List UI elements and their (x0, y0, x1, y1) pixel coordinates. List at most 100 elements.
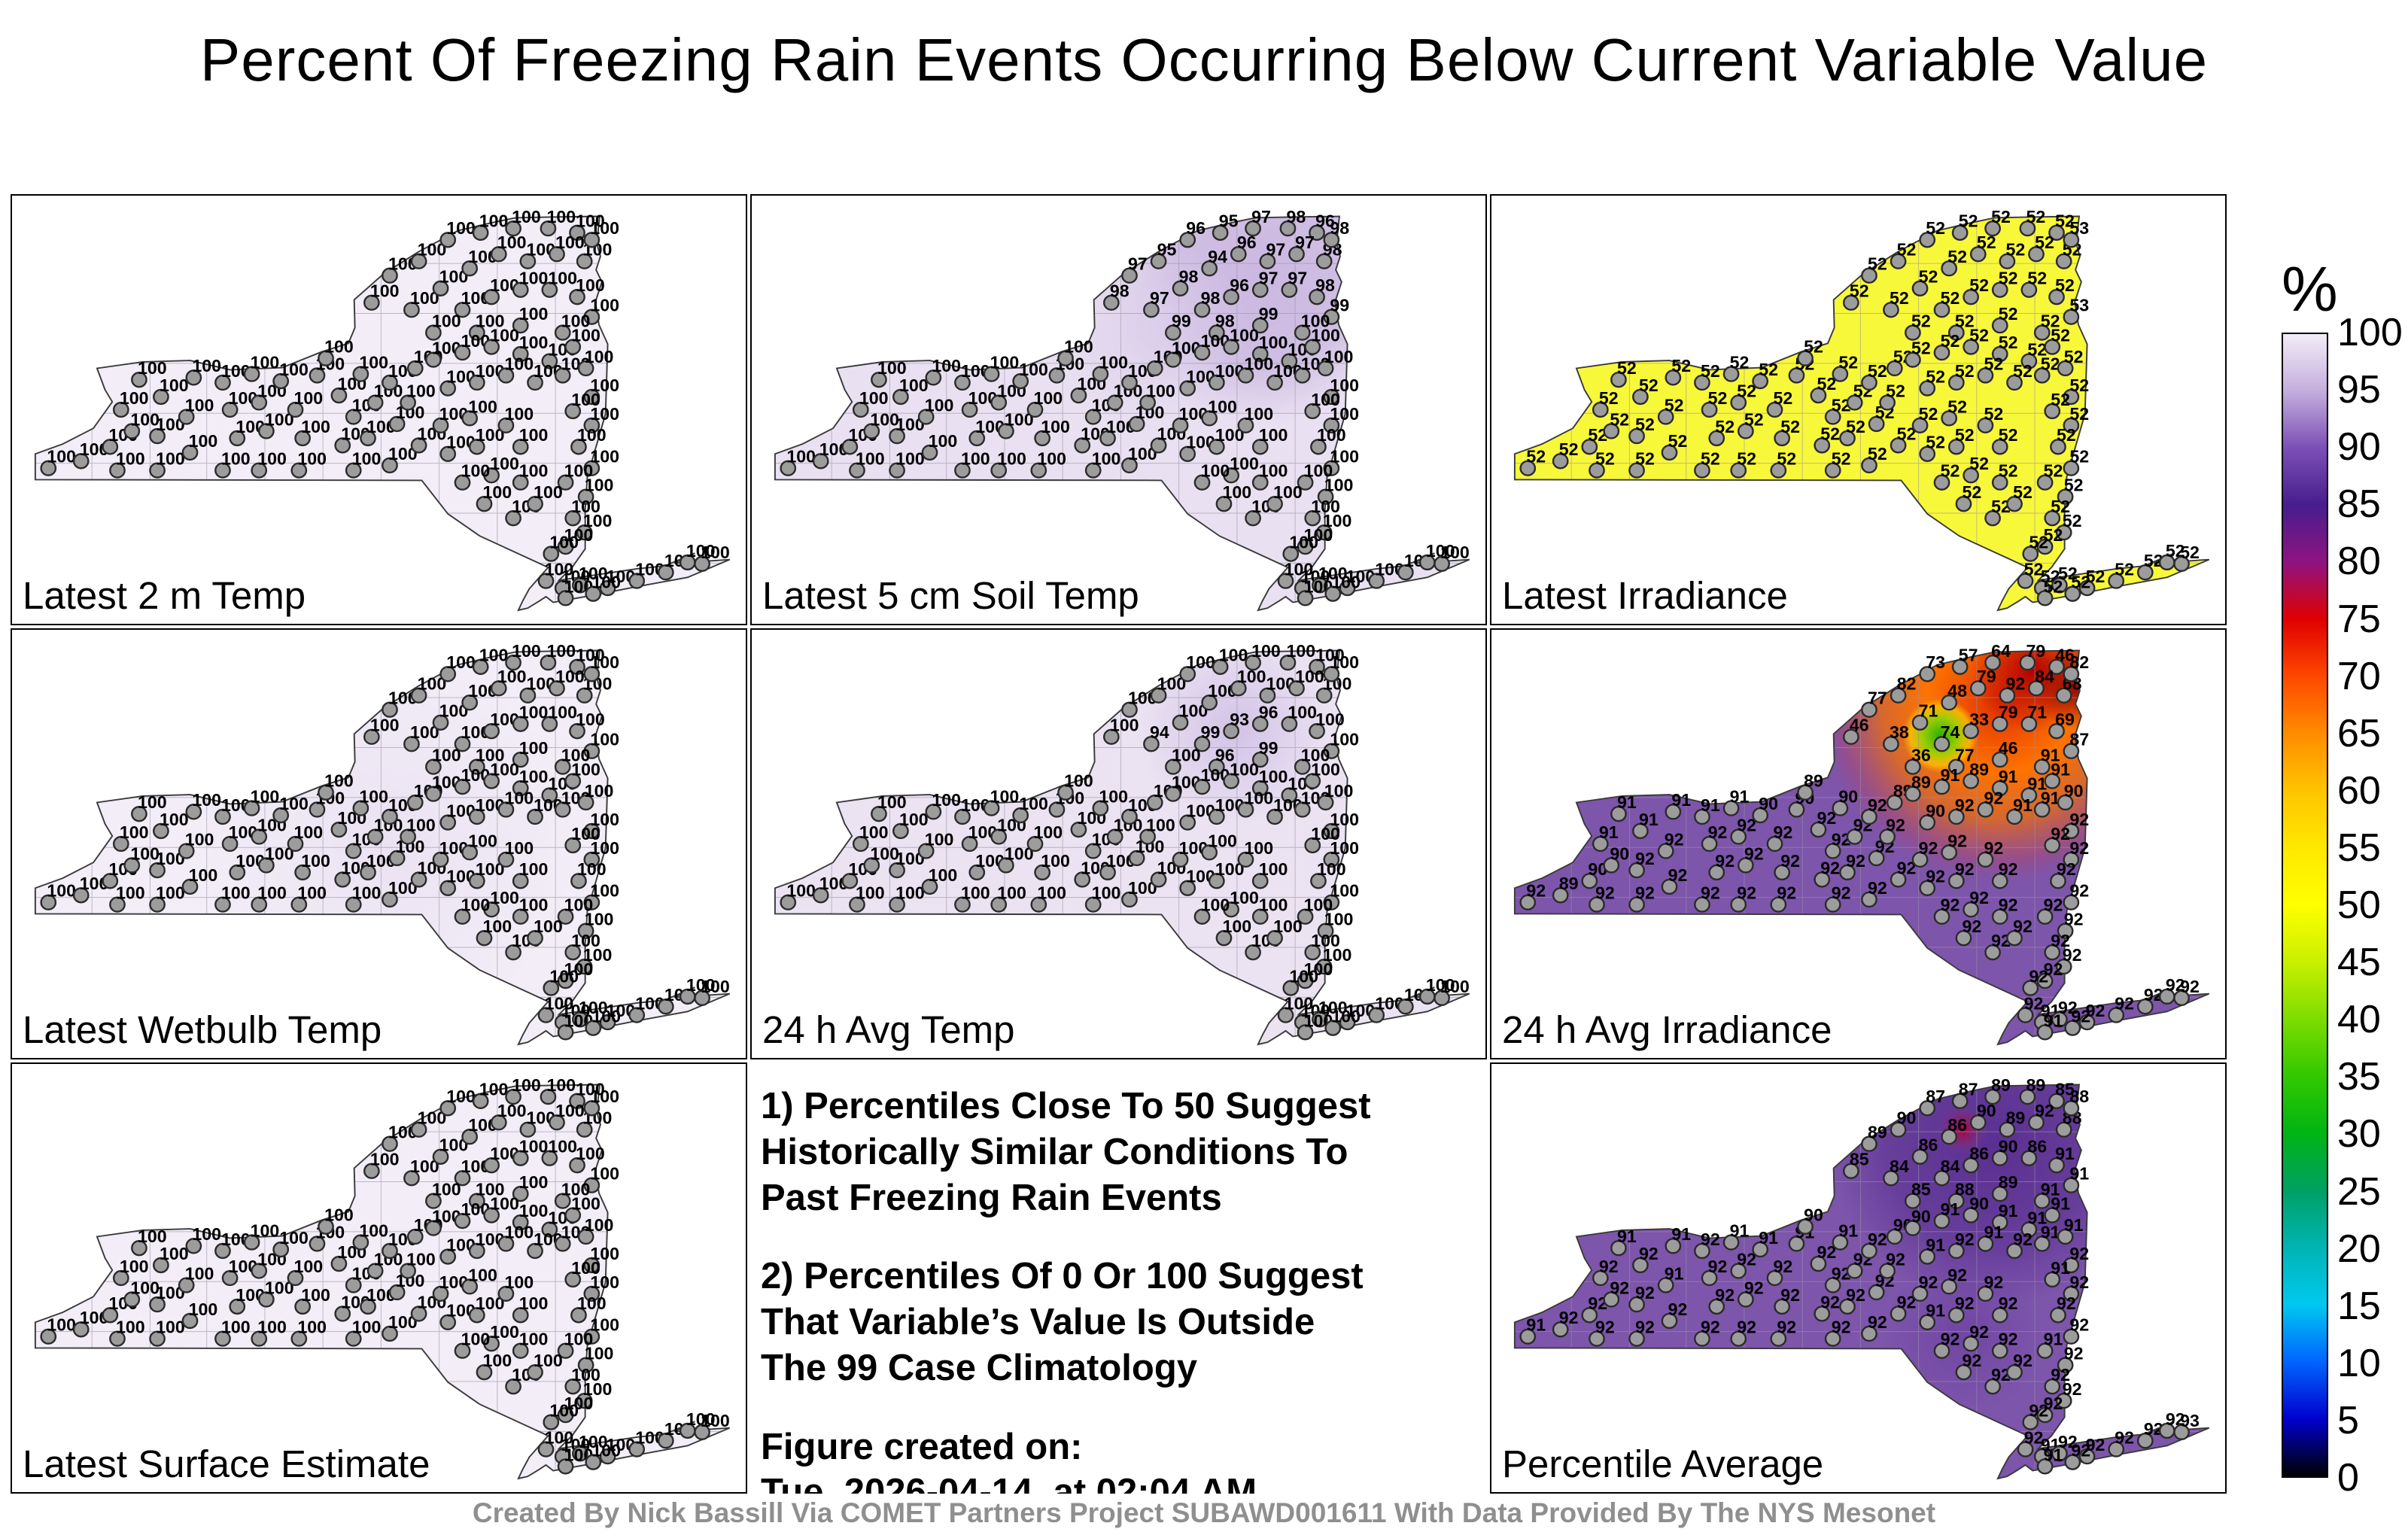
svg-text:100: 100 (519, 333, 549, 352)
svg-text:100: 100 (497, 667, 527, 686)
svg-text:52: 52 (1759, 360, 1778, 379)
svg-text:92: 92 (2057, 1293, 2076, 1313)
svg-text:100: 100 (585, 476, 614, 495)
svg-text:33: 33 (1969, 710, 1989, 729)
svg-text:91: 91 (2041, 1223, 2060, 1242)
svg-text:52: 52 (1635, 449, 1655, 469)
svg-text:100: 100 (257, 883, 287, 903)
svg-text:91: 91 (1984, 1223, 2004, 1242)
svg-text:98: 98 (1201, 288, 1221, 308)
svg-text:52: 52 (2058, 564, 2078, 583)
svg-text:92: 92 (1595, 883, 1615, 903)
figure-title: Percent Of Freezing Rain Events Occurrin… (199, 26, 2209, 93)
svg-text:100: 100 (1208, 831, 1237, 850)
svg-text:100: 100 (352, 449, 382, 469)
svg-text:100: 100 (519, 767, 549, 786)
svg-text:100: 100 (512, 641, 541, 661)
svg-text:100: 100 (1286, 641, 1315, 661)
svg-text:85: 85 (2055, 1080, 2075, 1099)
svg-text:100: 100 (479, 1080, 509, 1099)
svg-text:92: 92 (1595, 1318, 1615, 1337)
svg-text:90: 90 (1911, 1207, 1931, 1226)
svg-text:52: 52 (1963, 482, 1982, 502)
svg-text:100: 100 (221, 449, 251, 469)
colorbar-tick-45: 45 (2337, 941, 2381, 985)
svg-text:90: 90 (1610, 844, 1629, 864)
svg-text:100: 100 (120, 822, 149, 842)
svg-text:52: 52 (1737, 449, 1756, 469)
svg-text:92: 92 (1715, 1285, 1735, 1305)
svg-text:100: 100 (585, 1344, 614, 1363)
svg-text:92: 92 (1919, 1272, 1938, 1292)
svg-text:52: 52 (2055, 211, 2075, 231)
svg-text:52: 52 (2013, 361, 2033, 381)
svg-text:86: 86 (2027, 1137, 2047, 1157)
svg-text:94: 94 (1208, 247, 1227, 266)
svg-text:100: 100 (301, 417, 330, 436)
svg-text:52: 52 (1911, 339, 1931, 358)
svg-text:92: 92 (1635, 1283, 1655, 1302)
panel-latest-2m-temp: 100 100 100 100 100 100 100 100 100 100 100 100 100 1… (11, 194, 747, 625)
svg-text:100: 100 (446, 1087, 476, 1106)
svg-text:92: 92 (1820, 1293, 1840, 1312)
svg-text:100: 100 (1311, 931, 1340, 950)
svg-text:100: 100 (1315, 646, 1345, 665)
svg-text:100: 100 (251, 787, 280, 807)
svg-text:92: 92 (1941, 895, 1960, 915)
svg-text:100: 100 (359, 353, 388, 372)
svg-text:92: 92 (2029, 1401, 2048, 1421)
svg-text:100: 100 (519, 1201, 549, 1220)
svg-text:87: 87 (1926, 1087, 1945, 1106)
colorbar-units-label: % (2282, 254, 2338, 324)
svg-text:100: 100 (120, 1257, 149, 1276)
svg-text:84: 84 (1890, 1157, 1909, 1176)
svg-text:100: 100 (461, 1330, 491, 1349)
svg-text:52: 52 (1897, 240, 1917, 260)
svg-text:91: 91 (2051, 760, 2070, 780)
colorbar-tick-40: 40 (2337, 998, 2381, 1042)
svg-text:52: 52 (1850, 281, 1869, 301)
svg-text:91: 91 (2044, 1011, 2063, 1030)
svg-text:92: 92 (1820, 859, 1840, 878)
svg-text:52: 52 (2013, 482, 2033, 502)
svg-text:52: 52 (1955, 312, 1975, 331)
svg-text:92: 92 (2051, 824, 2070, 843)
svg-text:100: 100 (1330, 447, 1359, 467)
svg-text:100: 100 (505, 1223, 534, 1242)
svg-text:100: 100 (546, 207, 576, 226)
svg-text:100: 100 (490, 454, 519, 473)
svg-text:100: 100 (545, 1428, 574, 1448)
svg-text:52: 52 (1984, 354, 2004, 374)
svg-text:99: 99 (1259, 304, 1278, 324)
svg-text:100: 100 (1245, 354, 1274, 374)
svg-text:98: 98 (1330, 218, 1349, 238)
svg-text:100: 100 (583, 945, 613, 965)
svg-text:100: 100 (490, 760, 519, 780)
svg-text:92: 92 (1926, 867, 1945, 886)
svg-text:97: 97 (1259, 269, 1278, 288)
svg-text:52: 52 (2026, 207, 2045, 226)
svg-text:92: 92 (2064, 910, 2084, 929)
svg-text:100: 100 (505, 404, 534, 424)
svg-text:100: 100 (185, 1264, 214, 1284)
svg-text:100: 100 (548, 269, 577, 288)
svg-text:71: 71 (1919, 701, 1938, 721)
svg-text:100: 100 (519, 461, 549, 481)
svg-text:100: 100 (294, 388, 324, 408)
svg-text:91: 91 (1999, 1201, 2018, 1220)
svg-text:100: 100 (1259, 425, 1288, 445)
svg-text:97: 97 (1251, 207, 1271, 226)
svg-text:100: 100 (370, 716, 400, 735)
svg-text:92: 92 (2069, 838, 2089, 858)
svg-text:93: 93 (1230, 710, 1249, 729)
svg-text:52: 52 (1730, 353, 1750, 372)
svg-text:92: 92 (2115, 1428, 2134, 1448)
svg-text:88: 88 (2069, 1087, 2089, 1106)
svg-text:92: 92 (1639, 1244, 1659, 1263)
svg-text:92: 92 (1635, 883, 1655, 903)
svg-text:100: 100 (1330, 652, 1359, 672)
svg-text:52: 52 (1868, 361, 1887, 381)
svg-text:96: 96 (1259, 703, 1278, 722)
svg-text:92: 92 (1963, 1351, 1982, 1370)
svg-text:100: 100 (932, 790, 961, 810)
